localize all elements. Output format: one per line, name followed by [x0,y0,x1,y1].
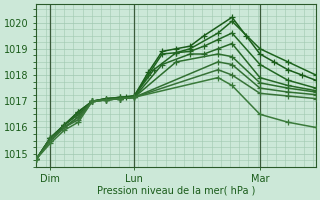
X-axis label: Pression niveau de la mer( hPa ): Pression niveau de la mer( hPa ) [97,186,255,196]
